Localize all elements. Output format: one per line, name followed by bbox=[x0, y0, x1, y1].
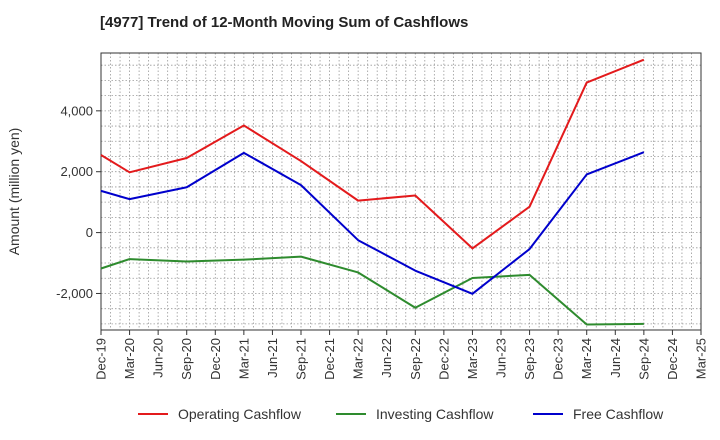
x-tick-label: Mar-21 bbox=[236, 338, 251, 379]
y-tick-label: 0 bbox=[86, 225, 93, 240]
x-tick-label: Jun-20 bbox=[151, 338, 166, 378]
x-tick-label: Sep-24 bbox=[636, 338, 651, 380]
x-tick-label: Sep-23 bbox=[522, 338, 537, 380]
x-tick-label: Sep-22 bbox=[408, 338, 423, 380]
investing-cashflow-line bbox=[100, 255, 644, 326]
x-tick-label: Jun-21 bbox=[265, 338, 280, 378]
y-tick-label: 2,000 bbox=[60, 164, 93, 179]
y-tick-label: -2,000 bbox=[56, 286, 93, 301]
operating-cashflow-line bbox=[100, 58, 645, 250]
y-axis-title: Amount (million yen) bbox=[6, 128, 22, 256]
x-tick-label: Mar-23 bbox=[465, 338, 480, 379]
y-tick-label: 4,000 bbox=[60, 103, 93, 118]
chart-title: [4977] Trend of 12-Month Moving Sum of C… bbox=[100, 14, 469, 31]
x-tick-label: Mar-25 bbox=[694, 338, 709, 379]
x-tick-label: Dec-21 bbox=[322, 338, 337, 380]
x-tick-label: Dec-22 bbox=[436, 338, 451, 380]
x-tick-label: Sep-21 bbox=[294, 338, 309, 380]
x-tick-label: Dec-23 bbox=[551, 338, 566, 380]
x-tick-label: Dec-24 bbox=[665, 338, 680, 380]
x-tick-label: Mar-22 bbox=[351, 338, 366, 379]
x-tick-label: Dec-20 bbox=[208, 338, 223, 380]
free-cashflow-line bbox=[100, 151, 645, 295]
x-tick-label: Mar-20 bbox=[122, 338, 137, 379]
x-tick-label: Jun-23 bbox=[494, 338, 509, 378]
x-tick-label: Jun-24 bbox=[608, 338, 623, 378]
free-cashflow-legend-label: Free Cashflow bbox=[573, 406, 664, 422]
operating-cashflow-legend-label: Operating Cashflow bbox=[178, 406, 302, 422]
x-tick-label: Mar-24 bbox=[579, 338, 594, 379]
x-tick-label: Sep-20 bbox=[179, 338, 194, 380]
x-tick-label: Dec-19 bbox=[94, 338, 109, 380]
investing-cashflow-legend-label: Investing Cashflow bbox=[376, 406, 494, 422]
plot-area bbox=[101, 53, 701, 330]
x-tick-label: Jun-22 bbox=[379, 338, 394, 378]
